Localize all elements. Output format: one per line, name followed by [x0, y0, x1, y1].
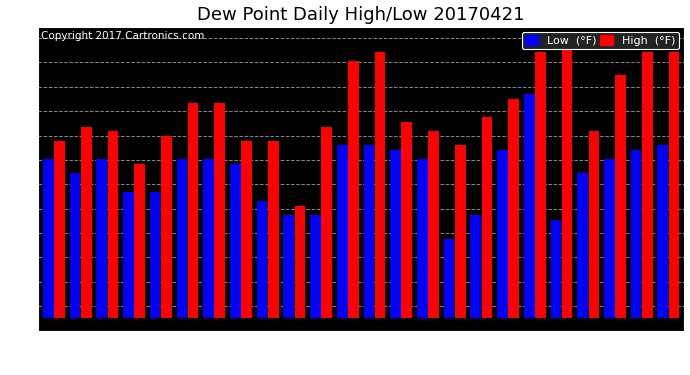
Bar — [364, 146, 374, 318]
Bar — [230, 164, 241, 318]
Bar — [482, 117, 493, 318]
Bar — [497, 150, 508, 318]
Bar — [177, 159, 187, 318]
Bar — [669, 52, 680, 318]
Bar — [658, 146, 668, 318]
Bar — [43, 159, 54, 318]
Bar — [535, 52, 546, 318]
Bar — [241, 141, 252, 318]
Bar — [578, 173, 588, 318]
Bar — [604, 159, 615, 318]
Bar — [215, 104, 225, 318]
Bar — [81, 127, 92, 318]
Legend: Low  (°F), High  (°F): Low (°F), High (°F) — [522, 32, 679, 49]
Bar — [322, 127, 332, 318]
Bar — [337, 146, 348, 318]
Bar — [417, 159, 428, 318]
Bar — [188, 104, 199, 318]
Bar — [295, 206, 305, 318]
Bar — [615, 75, 626, 318]
Bar — [562, 38, 573, 318]
Bar — [391, 150, 401, 318]
Bar — [123, 192, 134, 318]
Bar — [108, 131, 118, 318]
Bar — [150, 192, 161, 318]
Bar — [310, 215, 321, 318]
Bar — [471, 215, 481, 318]
Title: Dew Point Daily High/Low 20170421: Dew Point Daily High/Low 20170421 — [197, 6, 525, 24]
Bar — [97, 159, 107, 318]
Bar — [444, 238, 455, 318]
Bar — [551, 220, 561, 318]
Bar — [348, 62, 359, 318]
Bar — [455, 146, 466, 318]
Bar — [161, 136, 172, 318]
Bar — [642, 52, 653, 318]
Bar — [284, 215, 294, 318]
Bar — [204, 159, 214, 318]
Bar — [631, 150, 642, 318]
Bar — [589, 131, 599, 318]
Text: Copyright 2017 Cartronics.com: Copyright 2017 Cartronics.com — [41, 31, 204, 41]
Bar — [257, 201, 267, 318]
Bar — [268, 141, 279, 318]
Bar — [375, 52, 386, 318]
Bar — [70, 173, 80, 318]
Bar — [54, 141, 65, 318]
Bar — [428, 131, 439, 318]
Bar — [402, 122, 412, 318]
Bar — [509, 99, 519, 318]
Bar — [524, 94, 535, 318]
Bar — [135, 164, 145, 318]
